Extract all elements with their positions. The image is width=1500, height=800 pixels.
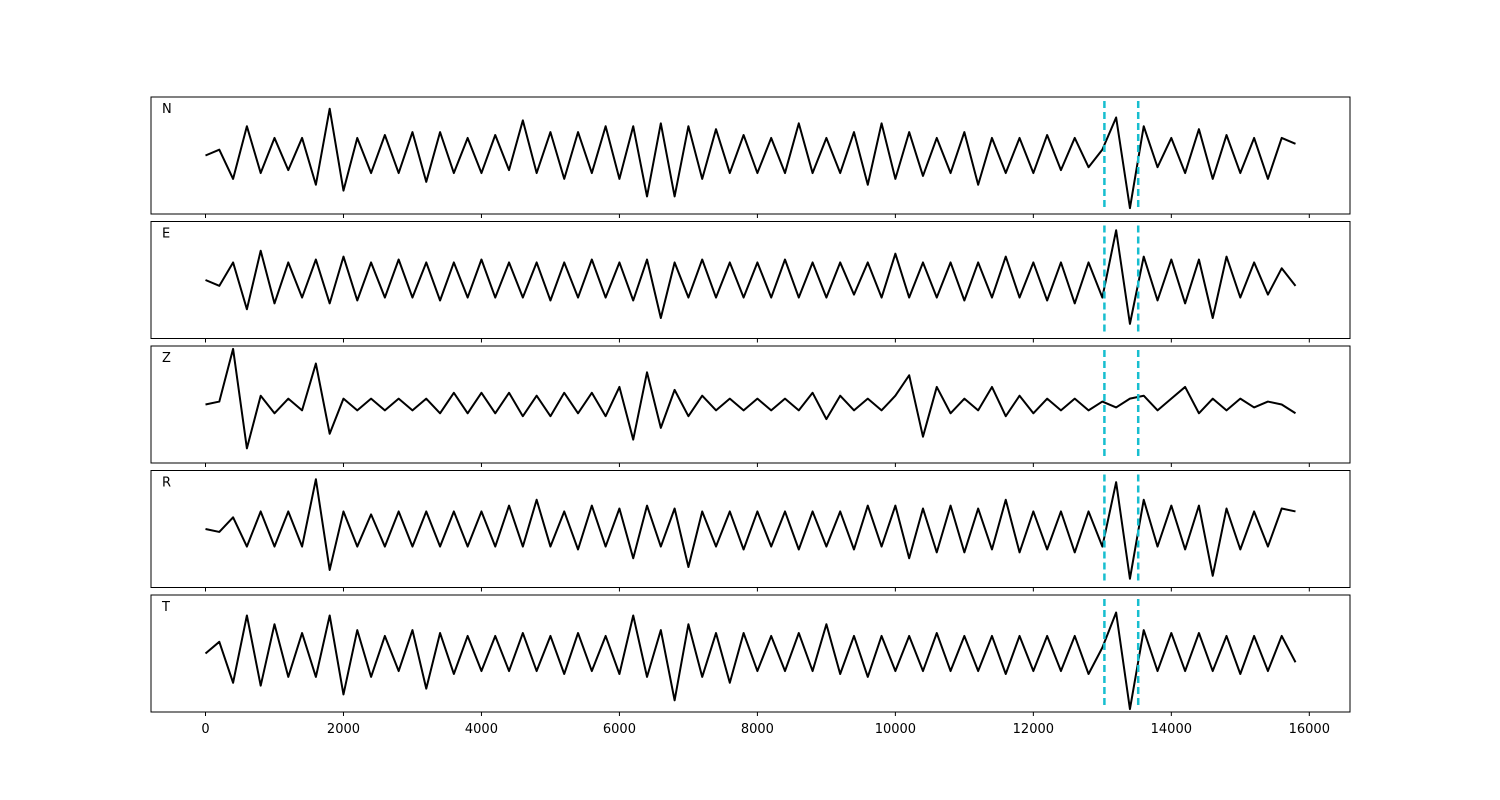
panel-label: R — [162, 476, 171, 491]
panel-frame — [150, 594, 1351, 713]
x-tick-label: 16000 — [1289, 722, 1330, 737]
panel-frame — [150, 96, 1351, 215]
x-tick-label: 12000 — [1013, 722, 1054, 737]
panel-label: N — [162, 102, 172, 117]
panel-label: E — [162, 227, 170, 242]
x-tick-label: 6000 — [603, 722, 636, 737]
trace — [205, 478, 1296, 580]
panel-label: Z — [162, 351, 171, 366]
trace — [205, 107, 1296, 210]
x-tick-label: 8000 — [741, 722, 774, 737]
trace — [205, 347, 1297, 450]
panel-frame — [150, 470, 1351, 588]
x-tick-label: 14000 — [1151, 722, 1192, 737]
panel-label: T — [161, 600, 170, 615]
panel-frame — [150, 221, 1351, 339]
trace — [204, 611, 1297, 711]
panel-frame — [150, 345, 1351, 464]
x-tick-label: 10000 — [875, 722, 916, 737]
x-tick-label: 4000 — [465, 722, 498, 737]
trace — [205, 229, 1297, 325]
x-tick-label: 0 — [201, 722, 209, 737]
x-tick-label: 2000 — [327, 722, 360, 737]
